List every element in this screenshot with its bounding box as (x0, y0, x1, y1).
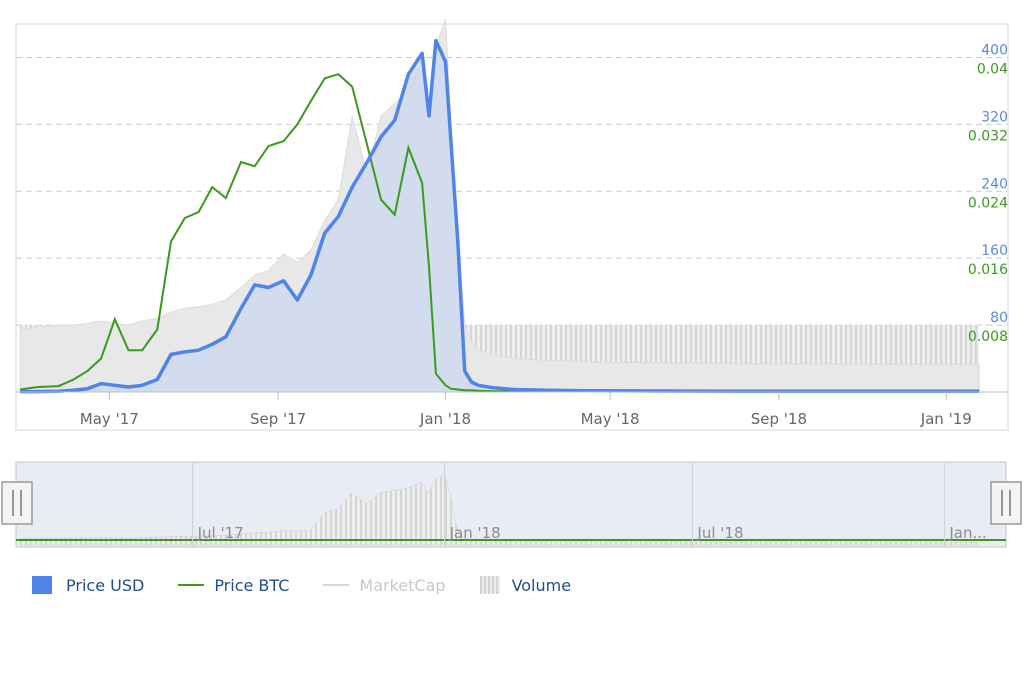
usd-tick-label: 80 (990, 310, 1008, 326)
legend-item-volume[interactable]: Volume (479, 575, 572, 595)
price-usd-swatch-icon (32, 576, 52, 594)
navigator-tick-label: Jul '18 (696, 524, 743, 542)
legend-label-price-usd: Price USD (66, 575, 145, 595)
navigator-left-handle[interactable] (1, 481, 33, 525)
navigator-tick-label: Jan '18 (449, 524, 501, 542)
navigator[interactable]: Jul '17 Jan '18 Jul '18 Jan... (1, 461, 1022, 548)
navigator-right-handle[interactable] (990, 481, 1022, 525)
price-btc-line (19, 73, 980, 393)
volume-swatch-icon (479, 576, 500, 594)
btc-tick-label: 0.04 (977, 61, 1008, 77)
price-chart: May '17 Sep '17 Jan '18 May '18 Sep '18 Jan '… (1, 19, 1022, 548)
marketcap-swatch-icon (323, 584, 350, 586)
btc-tick-label: 0.016 (968, 262, 1008, 278)
x-tick-label: Sep '17 (250, 410, 306, 428)
legend-label-marketcap: MarketCap (359, 575, 446, 595)
legend-label-volume: Volume (511, 575, 572, 595)
price-btc-swatch-icon (178, 584, 205, 586)
navigator-tick-label: Jul '17 (197, 524, 244, 542)
btc-tick-label: 0.008 (968, 329, 1008, 345)
usd-tick-label: 320 (981, 109, 1008, 125)
x-tick-label: May '18 (581, 410, 640, 428)
usd-tick-label: 160 (981, 243, 1008, 259)
legend-item-price-usd[interactable]: Price USD (32, 576, 144, 595)
navigator-ticks: Jul '17 Jan '18 Jul '18 Jan... (192, 462, 987, 547)
navigator-series (19, 474, 978, 546)
x-tick-label: May '17 (80, 410, 139, 428)
navigator-tick-label: Jan... (948, 524, 986, 542)
legend-item-price-btc[interactable]: Price BTC (178, 576, 289, 595)
usd-tick-label: 400 (981, 42, 1008, 58)
btc-tick-label: 0.024 (968, 195, 1008, 211)
x-tick-label: Jan '19 (920, 410, 972, 428)
x-tick-label: Sep '18 (751, 410, 807, 428)
btc-axis-ticks: 0.008 0.016 0.024 0.032 0.04 (968, 61, 1008, 345)
navigator-background (15, 461, 1007, 548)
legend: Price USD Price BTC MarketCap Volume (32, 572, 605, 598)
price-usd-line (20, 38, 980, 394)
x-tick-label: Jan '18 (419, 410, 471, 428)
usd-axis-ticks: 80 160 240 320 400 (981, 42, 1008, 326)
x-axis-ticks: May '17 Sep '17 Jan '18 May '18 Sep '18 Jan '… (80, 392, 972, 428)
legend-label-price-btc: Price BTC (214, 575, 290, 595)
usd-tick-label: 240 (981, 176, 1008, 192)
btc-tick-label: 0.032 (968, 128, 1008, 144)
legend-item-marketcap[interactable]: MarketCap (323, 575, 446, 595)
price-usd-area (20, 40, 980, 392)
